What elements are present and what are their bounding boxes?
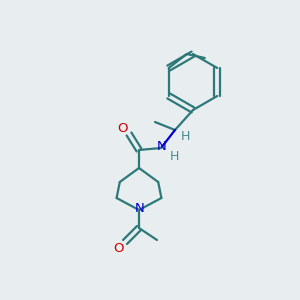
Text: H: H <box>180 130 190 142</box>
Text: O: O <box>118 122 128 134</box>
Text: N: N <box>135 202 145 215</box>
Text: N: N <box>157 140 167 154</box>
Text: O: O <box>113 242 123 254</box>
Text: H: H <box>169 149 179 163</box>
